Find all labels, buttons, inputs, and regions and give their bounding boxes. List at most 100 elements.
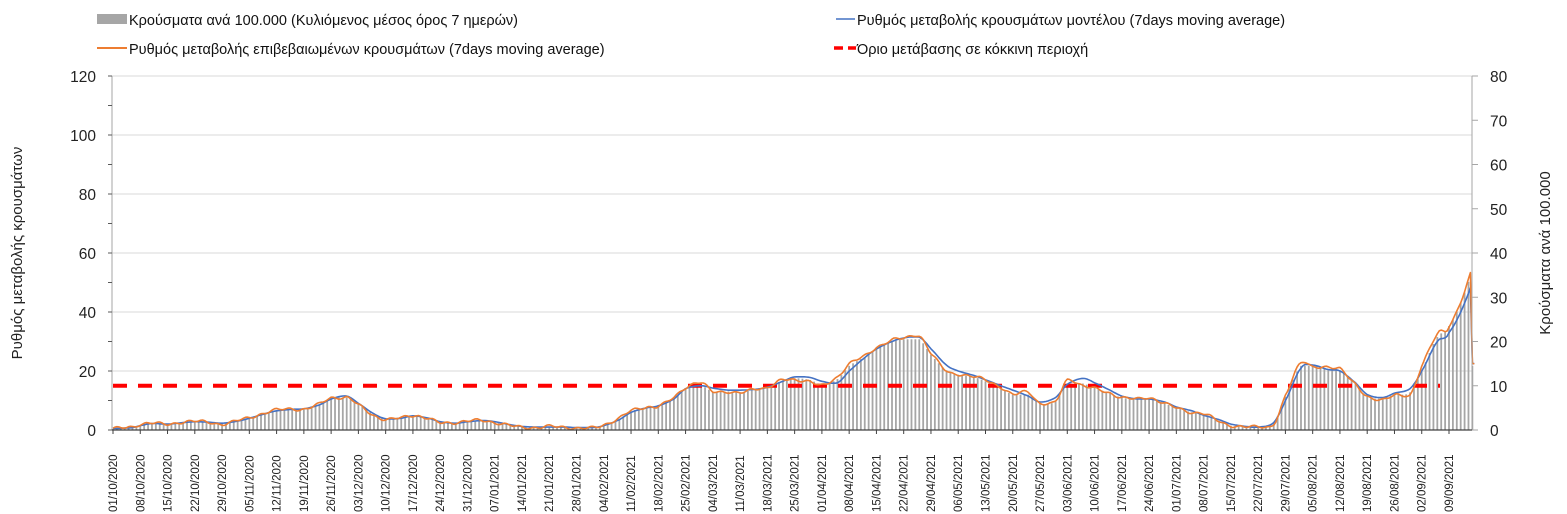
bar: [244, 419, 247, 430]
bar: [618, 418, 621, 430]
bar: [813, 381, 816, 430]
bar: [1331, 369, 1334, 430]
bar: [933, 358, 936, 430]
bar: [1187, 411, 1189, 430]
bar: [1148, 398, 1150, 430]
bar: [423, 417, 426, 430]
x-tick-label: 07/01/2021: [490, 454, 502, 512]
bar: [271, 411, 274, 430]
bar: [439, 422, 442, 430]
bar: [260, 414, 262, 430]
bar: [735, 392, 738, 430]
bar: [1233, 426, 1236, 430]
bar: [844, 370, 847, 430]
bar: [634, 410, 636, 430]
bar: [680, 391, 683, 430]
bar: [178, 423, 181, 430]
bar: [556, 427, 558, 430]
bar: [836, 379, 839, 430]
bar: [789, 378, 792, 430]
bar: [147, 424, 149, 430]
bar: [937, 363, 940, 430]
bar: [384, 419, 387, 430]
bar: [676, 395, 679, 430]
bar: [1385, 397, 1388, 430]
x-tick-label: 11/02/2021: [626, 455, 638, 512]
bar: [879, 346, 882, 430]
bar: [201, 422, 204, 430]
bar: [517, 426, 519, 430]
bar: [501, 423, 504, 430]
bar: [1374, 398, 1376, 430]
bar: [1381, 398, 1384, 430]
bar: [1272, 423, 1275, 430]
bar: [264, 413, 266, 430]
x-tick-label: 20/05/2021: [1008, 454, 1020, 512]
y-tick-label-left: 60: [79, 246, 97, 263]
bar: [1241, 426, 1244, 430]
bar: [287, 409, 290, 430]
bar: [859, 359, 862, 430]
bar: [112, 428, 114, 430]
bar: [1319, 367, 1322, 430]
bar: [1432, 344, 1435, 430]
bar: [256, 415, 259, 430]
legend-item-model-rate[interactable]: Ρυθμός μεταβολής κρουσμάτων μοντέλου (7d…: [836, 13, 1285, 29]
bar: [1124, 398, 1127, 430]
x-tick-label: 17/12/2020: [408, 454, 420, 512]
legend-item-threshold[interactable]: Όριο μετάβασης σε κόκκινη περιοχή: [834, 42, 1088, 58]
bar: [856, 361, 858, 430]
y-tick-label-left: 120: [70, 69, 96, 86]
bar: [637, 409, 640, 430]
bar: [665, 403, 667, 430]
bar: [513, 425, 516, 430]
y-tick-label-left: 80: [79, 187, 97, 204]
bar: [1300, 365, 1302, 430]
bar: [123, 428, 126, 430]
model-rate-line: [113, 287, 1475, 430]
bar: [1152, 399, 1154, 430]
bar: [1128, 398, 1131, 430]
bar: [1206, 415, 1209, 430]
bar: [221, 423, 223, 430]
bar: [976, 378, 979, 430]
bar: [131, 427, 134, 430]
bar: [435, 421, 438, 430]
bar: [330, 399, 333, 430]
bar: [1054, 401, 1057, 430]
bar: [1019, 394, 1022, 430]
bar: [302, 409, 305, 430]
bar: [606, 423, 609, 430]
y-tick-label-right: 30: [1490, 290, 1508, 307]
bar: [669, 401, 671, 430]
bar: [591, 427, 593, 430]
bar: [1000, 387, 1002, 430]
bar: [489, 421, 492, 430]
x-tick-label: 04/03/2021: [708, 454, 720, 512]
bar: [209, 422, 212, 430]
bar: [1451, 319, 1454, 430]
bar: [544, 427, 547, 430]
legend-item-cases-bars[interactable]: Κρούσματα ανά 100.000 (Κυλιόμενος μέσος …: [97, 13, 518, 29]
bar: [1335, 369, 1337, 430]
y-tick-label-right: 20: [1490, 335, 1508, 352]
bar: [532, 427, 535, 430]
bar: [1101, 390, 1104, 430]
x-tick-label: 01/04/2021: [817, 454, 829, 512]
bar: [1350, 379, 1353, 430]
bar: [1214, 419, 1217, 430]
legend-item-confirmed-rate[interactable]: Ρυθμός μεταβολής επιβεβαιωμένων κρουσμάτ…: [97, 42, 605, 58]
bar: [1393, 394, 1396, 430]
bar: [361, 406, 364, 430]
x-tick-label: 05/08/2021: [1308, 454, 1320, 512]
y-tick-label-left: 100: [70, 128, 96, 145]
bar: [462, 422, 465, 430]
bar: [957, 374, 960, 430]
bar: [1436, 337, 1439, 430]
x-tick-label: 09/09/2021: [1444, 454, 1456, 512]
bar: [127, 428, 130, 430]
bar: [1159, 402, 1162, 430]
bar: [1081, 383, 1084, 430]
bar: [824, 383, 827, 430]
bar: [1074, 383, 1076, 430]
